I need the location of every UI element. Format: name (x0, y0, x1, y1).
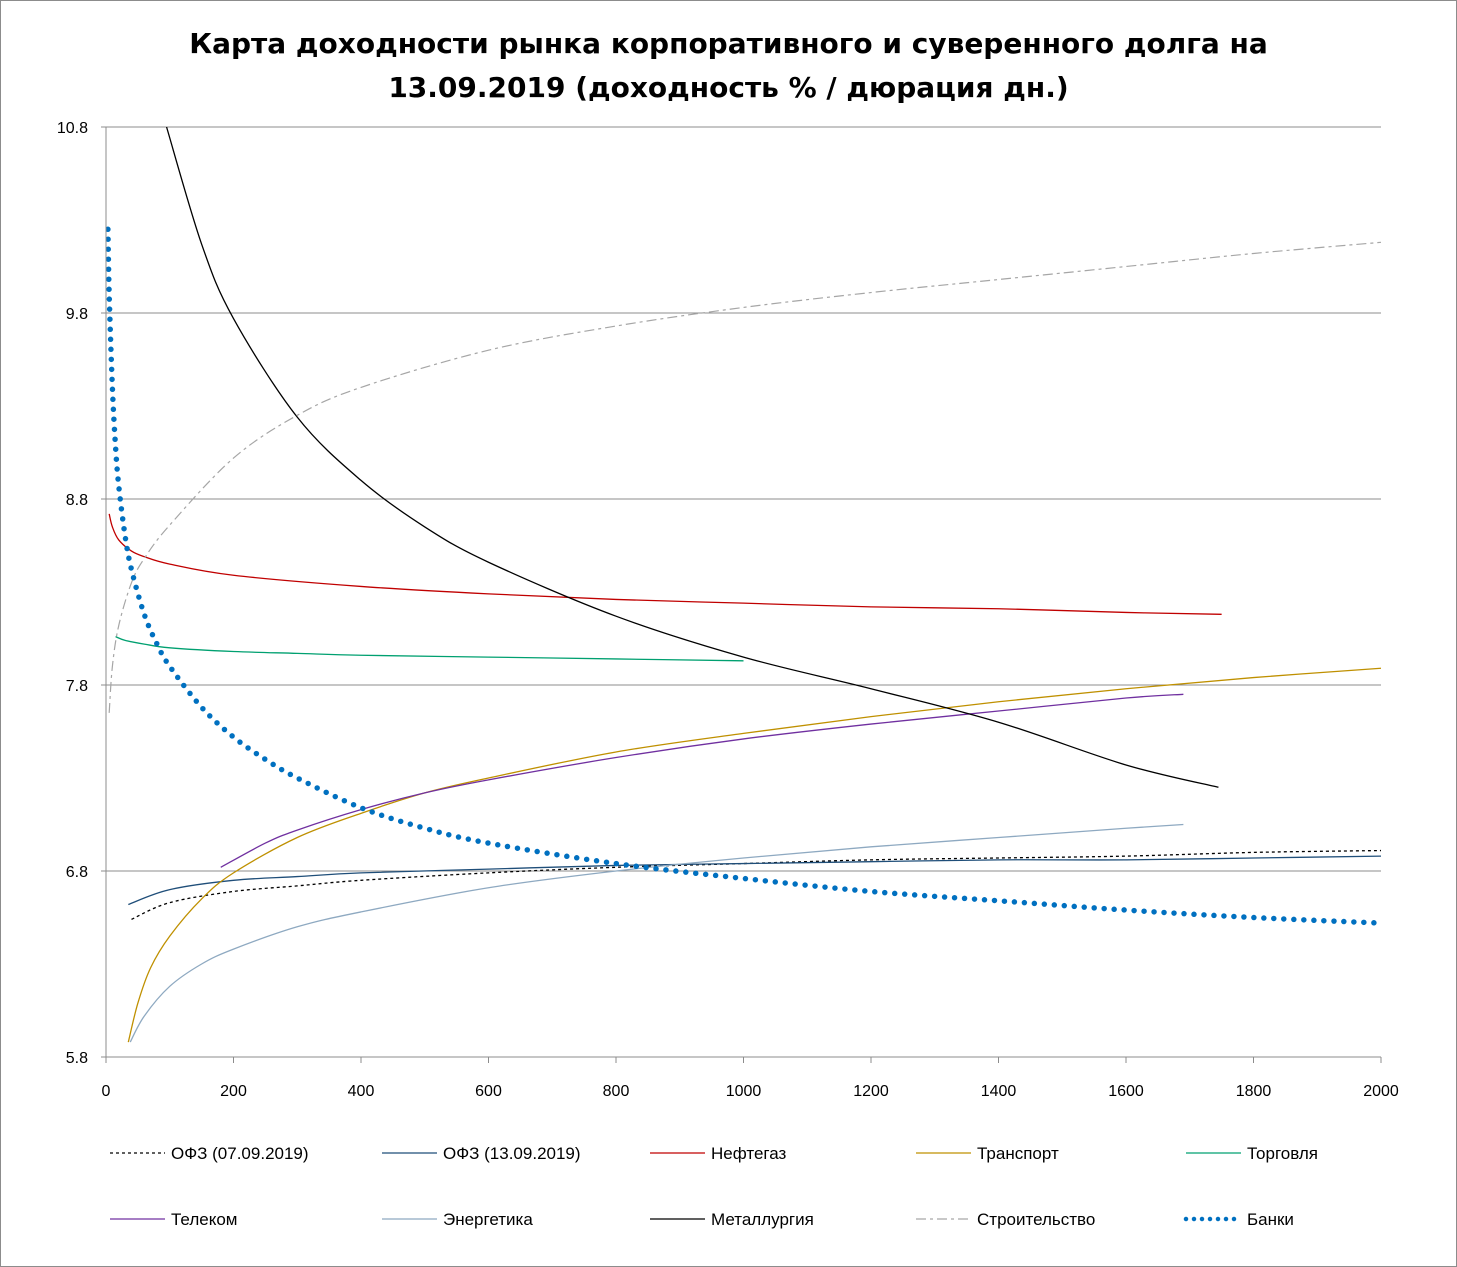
legend-label-3: Нефтегаз (711, 1144, 786, 1163)
x-tick-label: 1400 (981, 1083, 1017, 1100)
legend-label-1: ОФЗ (07.09.2019) (171, 1144, 309, 1163)
series-line-9 (108, 241, 1381, 713)
y-tick-label: 5.8 (66, 1050, 88, 1067)
legend-label-4: Транспорт (977, 1144, 1059, 1163)
x-tick-label: 1200 (853, 1083, 889, 1100)
y-tick-label: 9.8 (66, 306, 88, 323)
legend-label-9: Строительство (977, 1210, 1095, 1229)
chart-title-line-2: 13.09.2019 (доходность % / дюрация дн.) (388, 71, 1069, 104)
series-line-3 (108, 513, 1222, 615)
legend-label-6: Телеком (171, 1210, 237, 1229)
series-lines (106, 127, 1381, 1043)
x-tick-label: 1800 (1236, 1083, 1272, 1100)
x-tick-label: 200 (220, 1083, 247, 1100)
series-line-5 (115, 636, 744, 662)
y-tick-label: 6.8 (66, 864, 88, 881)
y-tick-label: 10.8 (57, 120, 88, 137)
chart-title: Карта доходности рынка корпоративного и … (0, 22, 1457, 110)
x-tick-label: 600 (475, 1083, 502, 1100)
series-line-6 (220, 693, 1184, 868)
legend-label-5: Торговля (1247, 1144, 1318, 1163)
chart-title-line-1: Карта доходности рынка корпоративного и … (189, 27, 1268, 60)
x-tick-label: 2000 (1363, 1083, 1399, 1100)
series-line-10 (106, 226, 1381, 926)
legend-label-2: ОФЗ (13.09.2019) (443, 1144, 581, 1163)
series-line-8 (165, 127, 1219, 788)
gridlines (106, 126, 1381, 872)
x-tick-label: 800 (603, 1083, 630, 1100)
x-tick-label: 1000 (726, 1083, 762, 1100)
y-tick-label: 8.8 (66, 492, 88, 509)
legend: ОФЗ (07.09.2019) ОФЗ (13.09.2019) Нефтегаз… (110, 1144, 1318, 1229)
legend-label-7: Энергетика (443, 1210, 533, 1229)
y-tick-label: 7.8 (66, 678, 88, 695)
series-line-7 (129, 823, 1184, 1043)
series-line-1 (131, 849, 1381, 920)
x-tick-label: 400 (348, 1083, 375, 1100)
x-tick-label: 0 (102, 1083, 111, 1100)
x-tick-label: 1600 (1108, 1083, 1144, 1100)
legend-label-10: Банки (1247, 1210, 1294, 1229)
legend-label-8: Металлургия (711, 1210, 814, 1229)
axes: 5.8 6.8 7.8 8.8 9.8 10.8 0 200 400 600 800 1000 1200… (57, 120, 1399, 1100)
series-line-4 (127, 667, 1381, 1043)
